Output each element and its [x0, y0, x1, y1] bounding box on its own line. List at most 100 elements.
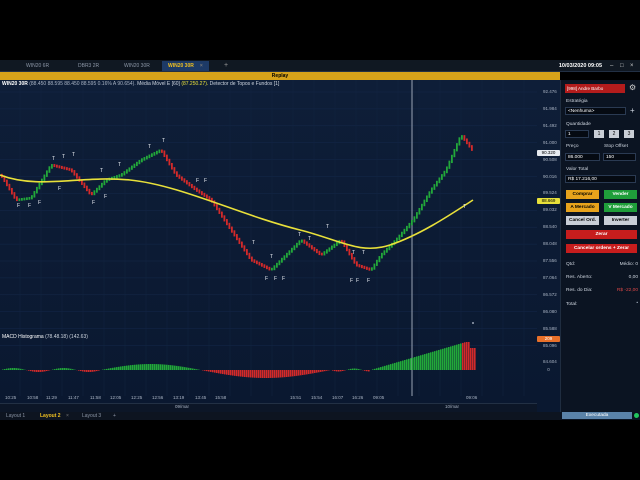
pivot-marker: F: [282, 276, 285, 282]
layout-tab-3[interactable]: Layout 3: [82, 413, 102, 419]
macd-bar: [462, 342, 464, 370]
macd-bar: [80, 370, 82, 372]
macd-bar: [322, 370, 324, 372]
macd-bar: [142, 364, 144, 370]
close-icon[interactable]: ×: [630, 63, 634, 69]
candle: [151, 153, 153, 157]
macd-bar: [78, 370, 80, 371]
stop-offset-label: Stop Offset: [604, 144, 628, 149]
connection-status-icon: [634, 413, 639, 418]
tab-2[interactable]: WIN20 30R: [124, 63, 150, 69]
candle: [148, 154, 151, 159]
macd-bar: [348, 369, 350, 370]
add-strategy-icon[interactable]: +: [630, 106, 635, 115]
pivot-marker: T: [308, 236, 311, 242]
macd-bar: [216, 370, 218, 374]
cancel-and-zero-button[interactable]: Cancelar ordens + Zerar: [566, 244, 637, 253]
candle: [58, 165, 61, 169]
macd-bar: [18, 368, 20, 370]
close-tab-icon[interactable]: ×: [199, 63, 203, 69]
macd-bar: [430, 352, 432, 370]
macd-bar: [118, 366, 120, 370]
maximize-icon[interactable]: □: [620, 63, 624, 69]
macd-bar: [364, 370, 366, 371]
macd-bar: [204, 370, 206, 371]
macd-bar: [416, 356, 418, 370]
candle: [128, 167, 131, 172]
macd-bar: [252, 370, 254, 378]
candle: [38, 182, 41, 190]
macd-bar: [266, 370, 268, 378]
macd-bar: [454, 345, 456, 370]
macd-bar: [192, 368, 194, 370]
stop-offset-input[interactable]: 150: [603, 153, 636, 161]
quantity-input[interactable]: 1: [565, 130, 589, 138]
macd-bar: [176, 365, 178, 370]
macd-bar: [104, 369, 106, 370]
macd-bar: [298, 370, 300, 376]
candle: [416, 212, 418, 219]
minimize-icon[interactable]: –: [610, 63, 614, 69]
candle: [26, 197, 28, 201]
candle: [251, 256, 253, 262]
pivot-marker: F: [367, 278, 370, 284]
macd-bar: [240, 370, 242, 377]
total-row-more-icon[interactable]: •: [636, 301, 638, 306]
day-result-label: Res. do Dia:: [566, 288, 593, 293]
candle: [126, 169, 128, 174]
strategy-select[interactable]: <Nenhuma>: [565, 107, 626, 115]
tab-1[interactable]: DBR3 2R: [78, 63, 100, 69]
macd-bar: [134, 364, 136, 370]
macd-bar: [30, 370, 32, 372]
candle: [206, 194, 208, 199]
qty-button-2[interactable]: 2: [609, 130, 619, 138]
add-tab-icon[interactable]: +: [224, 62, 229, 69]
macd-bar: [338, 370, 340, 372]
add-layout-icon[interactable]: +: [113, 413, 116, 419]
price-input[interactable]: 86.000: [565, 153, 600, 161]
macd-bar: [302, 370, 304, 376]
zero-button[interactable]: Zerar: [566, 230, 637, 239]
layout-tab-2[interactable]: Layout 2: [40, 413, 61, 419]
sell-market-button[interactable]: V Mercado: [604, 203, 637, 212]
buy-market-button[interactable]: A Mercado: [566, 203, 599, 212]
macd-bar: [278, 370, 280, 378]
candle: [273, 265, 276, 271]
cancel-orders-button[interactable]: Cancel Ord.: [566, 216, 599, 225]
ohlc-values: (88.450 88.595 88.450 88.595 0.16% A 90.…: [29, 81, 136, 87]
macd-bar: [98, 370, 100, 371]
price-axis[interactable]: 92.476 91.984 91.492 91.000 90.508 90.016 89.5…: [537, 80, 560, 412]
candle: [306, 241, 308, 246]
close-layout-icon[interactable]: ×: [66, 413, 69, 419]
tab-3[interactable]: WIN20 30R ×: [162, 61, 209, 71]
account-select[interactable]: [998] Andre Barbo: [565, 84, 625, 93]
layout-tab-1[interactable]: Layout 1: [6, 413, 26, 419]
candle: [71, 168, 73, 173]
macd-bar: [314, 370, 316, 374]
candle: [181, 176, 183, 181]
macd-bar: [84, 370, 86, 372]
candle: [318, 250, 321, 256]
settings-icon[interactable]: ⚙: [629, 83, 637, 92]
candle: [308, 243, 311, 248]
invert-button[interactable]: Inverter: [604, 216, 637, 225]
time-tick: 11:29: [46, 395, 57, 400]
sell-button[interactable]: Vender: [604, 190, 637, 199]
candle: [403, 228, 406, 235]
qty-button-3[interactable]: 3: [624, 130, 634, 138]
macd-bar: [12, 368, 14, 370]
macd-bar: [44, 370, 46, 372]
macd-bar: [194, 368, 196, 370]
macd-bar: [316, 370, 318, 373]
macd-bar: [288, 370, 290, 377]
qty-button-1[interactable]: 1: [594, 130, 604, 138]
macd-bar: [228, 370, 230, 376]
candle: [433, 184, 436, 190]
candle: [463, 135, 466, 141]
macd-bar: [388, 364, 390, 370]
candle: [193, 185, 196, 191]
candle: [178, 174, 181, 179]
tab-0[interactable]: WIN20 6R: [26, 63, 50, 69]
buy-button[interactable]: Comprar: [566, 190, 599, 199]
